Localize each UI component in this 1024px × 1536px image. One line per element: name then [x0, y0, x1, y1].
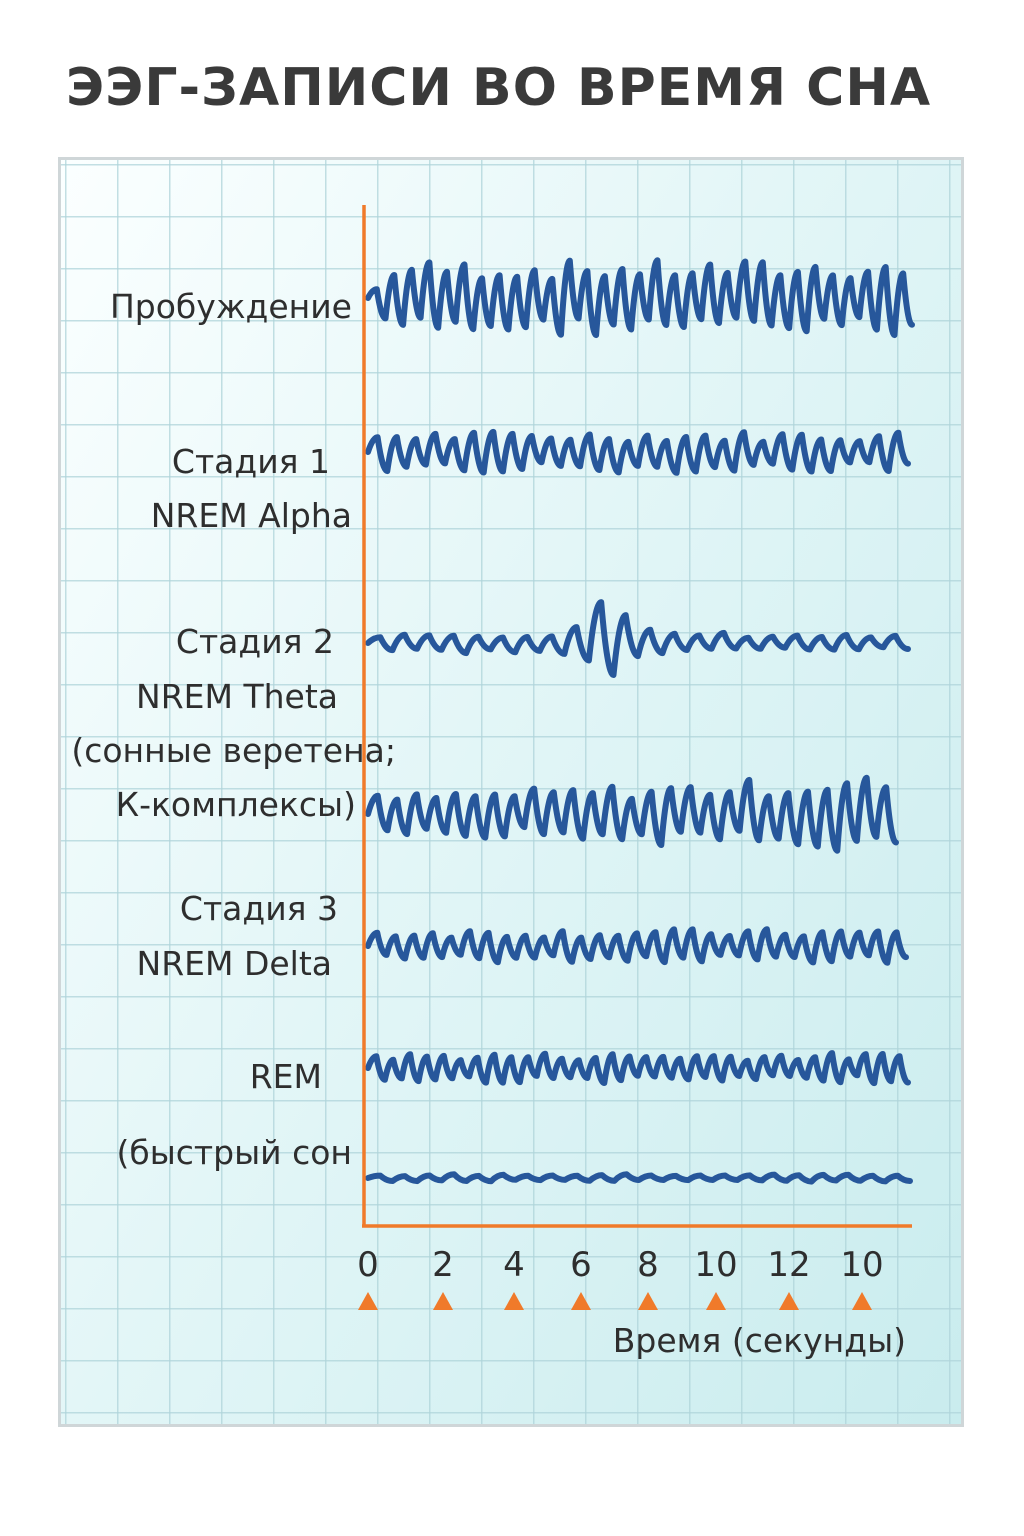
stage-label: Стадия 1 [172, 442, 330, 481]
eeg-trace-4 [365, 774, 899, 854]
x-tick-marker [852, 1292, 872, 1310]
eeg-trace-5 [365, 926, 909, 966]
x-tick-label: 10 [840, 1245, 883, 1285]
x-tick-marker [433, 1292, 453, 1310]
x-tick-label: 6 [570, 1245, 592, 1285]
x-tick-marker [504, 1292, 524, 1310]
stage-label: Пробуждение [110, 287, 352, 326]
stage-label: REM [250, 1057, 322, 1096]
x-axis-ticks: 0 2 4 6 8 10 12 10 [357, 1245, 884, 1310]
x-tick-label: 2 [432, 1245, 454, 1285]
stage-label: (сонные веретена; [71, 731, 396, 770]
x-tick-label: 4 [503, 1245, 525, 1285]
eeg-trace-6 [365, 1050, 911, 1087]
eeg-traces [365, 257, 915, 1185]
stage-label: NREM Theta [136, 677, 338, 716]
x-tick-marker [358, 1292, 378, 1310]
stage-label: Стадия 2 [176, 622, 334, 661]
x-tick-marker [779, 1292, 799, 1310]
x-tick-label: 12 [767, 1245, 810, 1285]
eeg-trace-3 [365, 599, 911, 678]
stage-label: (быстрый сон [117, 1133, 353, 1172]
x-tick-label: 8 [637, 1245, 659, 1285]
page-title: ЭЭГ-ЗАПИСИ ВО ВРЕМЯ СНА [66, 58, 932, 118]
stage-labels: Пробуждение Стадия 1 NREM Alpha Стадия 2 NRE… [71, 287, 396, 1172]
axes [362, 205, 912, 1228]
x-tick-label: 10 [694, 1245, 737, 1285]
stage-label: Стадия 3 [180, 889, 338, 928]
eeg-trace-7 [365, 1171, 913, 1185]
stage-label: К-комплексы) [116, 785, 356, 824]
eeg-trace-2 [365, 428, 911, 476]
stage-label: NREM Alpha [151, 496, 352, 535]
x-tick-marker [571, 1292, 591, 1310]
eeg-trace-1 [365, 257, 915, 339]
stage-label: NREM Delta [137, 944, 332, 983]
x-tick-marker [638, 1292, 658, 1310]
x-tick-marker [706, 1292, 726, 1310]
x-axis-title: Время (секунды) [613, 1321, 906, 1360]
x-tick-label: 0 [357, 1245, 379, 1285]
